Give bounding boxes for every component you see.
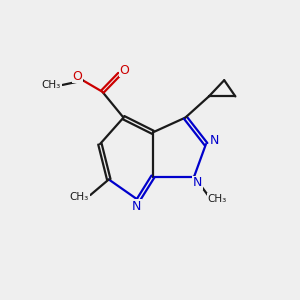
Text: N: N	[209, 134, 219, 147]
Text: CH₃: CH₃	[42, 80, 61, 90]
Text: N: N	[132, 200, 141, 213]
Text: O: O	[72, 70, 82, 83]
Text: N: N	[193, 176, 202, 190]
Text: O: O	[119, 64, 129, 77]
Text: CH₃: CH₃	[70, 191, 89, 202]
Text: CH₃: CH₃	[208, 194, 227, 204]
